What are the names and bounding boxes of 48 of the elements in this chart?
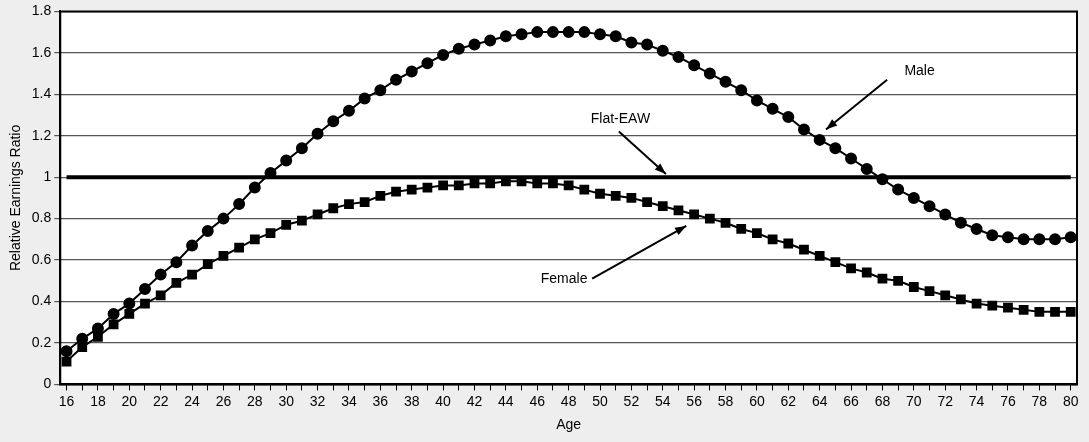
x-tick-label: 26: [215, 392, 232, 409]
x-tick-label: 60: [749, 392, 765, 409]
x-tick-label: 48: [560, 392, 577, 409]
x-tick-label: 58: [717, 392, 734, 409]
y-tick-label: 1.6: [31, 43, 52, 60]
x-tick-label: 28: [247, 392, 263, 409]
y-tick-label: 1: [43, 168, 52, 185]
ref-line-label: Flat-EAW: [590, 110, 651, 127]
x-tick-label: 38: [403, 392, 420, 409]
x-tick-label: 44: [498, 392, 514, 409]
x-tick-label: 24: [184, 392, 201, 409]
x-tick-label: 40: [435, 392, 452, 409]
y-tick-label: 1.8: [31, 2, 52, 19]
x-tick-label: 80: [1062, 392, 1079, 409]
x-tick-label: 78: [1031, 392, 1048, 409]
y-tick-label: 0.8: [31, 209, 52, 226]
x-tick-label: 68: [874, 392, 891, 409]
x-tick-label: 52: [623, 392, 640, 409]
x-tick-label: 64: [811, 392, 828, 409]
y-tick-label: 0.4: [31, 292, 52, 309]
x-tick-label: 50: [592, 392, 609, 409]
x-tick-label: 30: [278, 392, 295, 409]
x-tick-label: 16: [58, 392, 75, 409]
x-tick-label: 22: [152, 392, 169, 409]
x-tick-label: 76: [1000, 392, 1016, 409]
y-tick-label: 1.4: [31, 85, 52, 102]
x-tick-label: 74: [968, 392, 985, 409]
text: Female: [540, 269, 588, 286]
x-tick-label: 54: [654, 392, 671, 409]
x-tick-label: 70: [906, 392, 922, 409]
x-tick-label: 36: [372, 392, 389, 409]
y-axis-title: Relative Earnings Ratio: [7, 124, 24, 272]
x-tick-label: 72: [937, 392, 954, 409]
x-tick-label: 56: [686, 392, 703, 409]
text: Male: [904, 62, 935, 79]
x-tick-label: 66: [843, 392, 860, 409]
x-tick-label: 18: [90, 392, 106, 409]
y-tick-label: 0: [43, 375, 52, 392]
x-axis-title: Age: [556, 416, 582, 433]
y-tick-label: 1.2: [31, 126, 52, 143]
x-tick-label: 20: [121, 392, 138, 409]
x-tick-label: 46: [529, 392, 546, 409]
y-tick-label: 0.2: [31, 333, 52, 350]
x-tick-label: 32: [309, 392, 326, 409]
x-tick-label: 34: [341, 392, 357, 409]
x-tick-label: 42: [466, 392, 483, 409]
y-tick-label: 0.6: [31, 250, 52, 267]
x-tick-label: 62: [780, 392, 797, 409]
